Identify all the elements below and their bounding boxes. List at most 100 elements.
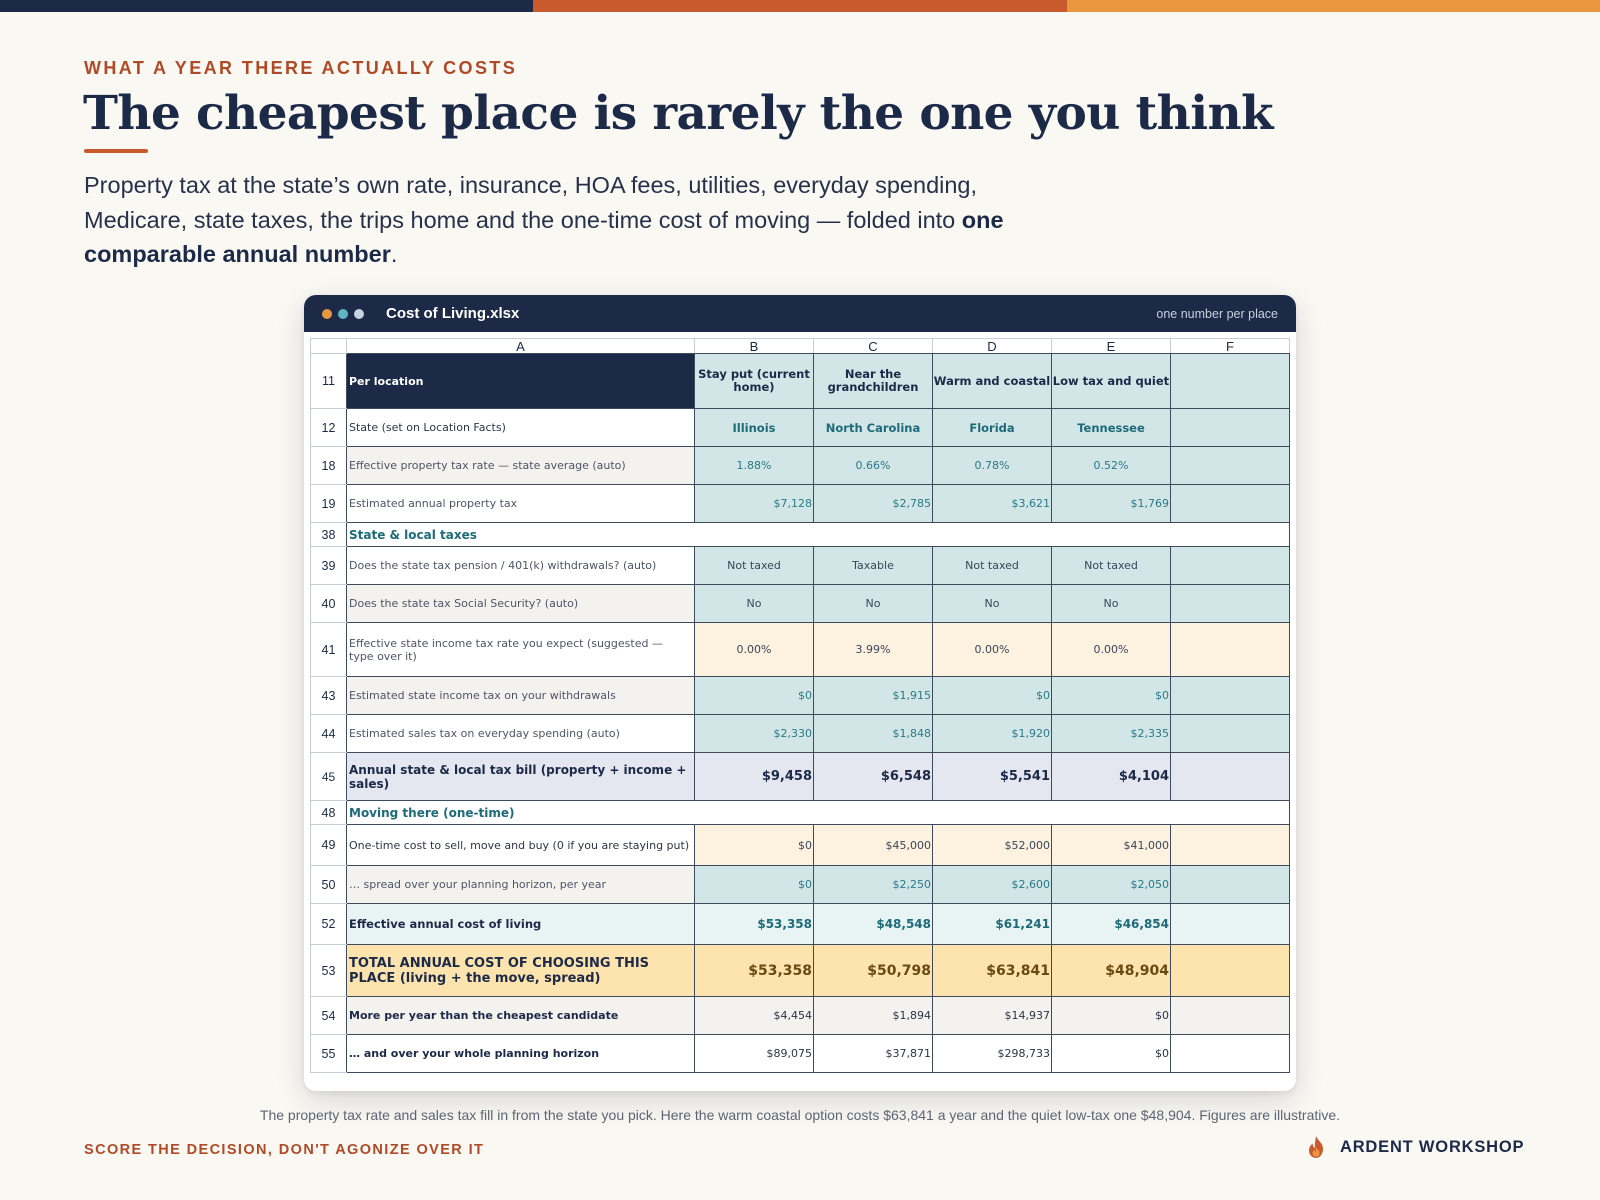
cell-c[interactable]: North Carolina [813,408,933,447]
cell-d[interactable]: No [932,584,1052,623]
cell-c[interactable]: $6,548 [813,752,933,801]
cell-e[interactable]: 0.00% [1051,622,1171,677]
column-header-e[interactable]: E [1051,338,1171,354]
cell-e[interactable]: Not taxed [1051,546,1171,585]
cell-e[interactable]: $48,904 [1051,944,1171,997]
cell-d[interactable]: Not taxed [932,546,1052,585]
cell-d[interactable]: $3,621 [932,484,1052,523]
row-number[interactable]: 44 [310,714,347,753]
cell-label[interactable]: Annual state & local tax bill (property … [346,752,695,801]
row-number[interactable]: 41 [310,622,347,677]
cell-f[interactable] [1170,903,1290,945]
column-header-c[interactable]: C [813,338,933,354]
column-header-a[interactable]: A [346,338,695,354]
cell-d[interactable]: $14,937 [932,996,1052,1035]
cell-f[interactable] [1170,824,1290,866]
cell-e[interactable]: $2,050 [1051,865,1171,904]
cell-label[interactable]: Estimated annual property tax [346,484,695,523]
cell-c[interactable]: $1,848 [813,714,933,753]
cell-f[interactable] [1170,944,1290,997]
column-header-d[interactable]: D [932,338,1052,354]
row-number[interactable]: 49 [310,824,347,866]
row-number[interactable]: 11 [310,353,347,409]
row-number[interactable]: 45 [310,752,347,801]
cell-f[interactable] [1170,1034,1290,1073]
cell-b[interactable]: No [694,584,814,623]
cell-c[interactable]: $37,871 [813,1034,933,1073]
cell-d[interactable]: $0 [932,676,1052,715]
cell-label[interactable]: Effective annual cost of living [346,903,695,945]
cell-e[interactable]: $2,335 [1051,714,1171,753]
cell-b[interactable]: $4,454 [694,996,814,1035]
grey-dot[interactable] [354,308,364,319]
cell-b[interactable]: $0 [694,824,814,866]
cell-label[interactable]: … spread over your planning horizon, per… [346,865,695,904]
cell-c[interactable]: $1,894 [813,996,933,1035]
cell-b[interactable]: 1.88% [694,446,814,485]
cell-f[interactable] [1170,622,1290,677]
row-number[interactable]: 19 [310,484,347,523]
cell-e[interactable]: Tennessee [1051,408,1171,447]
cell-c[interactable]: $2,785 [813,484,933,523]
column-header-b[interactable]: B [694,338,814,354]
cell-c[interactable]: Near the grandchildren [813,353,933,409]
cell-c[interactable]: $48,548 [813,903,933,945]
cell-label[interactable]: One-time cost to sell, move and buy (0 i… [346,824,695,866]
cell-label[interactable]: … and over your whole planning horizon [346,1034,695,1073]
cell-d[interactable]: $298,733 [932,1034,1052,1073]
row-number[interactable]: 12 [310,408,347,447]
cell-f[interactable] [1170,714,1290,753]
cell-d[interactable]: $52,000 [932,824,1052,866]
cell-e[interactable]: No [1051,584,1171,623]
cell-b[interactable]: $2,330 [694,714,814,753]
orange-dot[interactable] [322,308,332,319]
cell-b[interactable]: $0 [694,676,814,715]
cell-b[interactable]: $7,128 [694,484,814,523]
cell-f[interactable] [1170,865,1290,904]
row-number[interactable]: 18 [310,446,347,485]
cell-e[interactable]: $1,769 [1051,484,1171,523]
cell-label[interactable]: More per year than the cheapest candidat… [346,996,695,1035]
cell-b[interactable]: $9,458 [694,752,814,801]
cell-label[interactable]: TOTAL ANNUAL COST OF CHOOSING THIS PLACE… [346,944,695,997]
row-number[interactable]: 54 [310,996,347,1035]
cell-b[interactable]: $0 [694,865,814,904]
cell-label[interactable]: Estimated state income tax on your withd… [346,676,695,715]
cell-f[interactable] [1170,996,1290,1035]
cell-d[interactable]: 0.78% [932,446,1052,485]
cell-f[interactable] [1170,546,1290,585]
teal-dot[interactable] [338,308,348,319]
cell-label[interactable]: State (set on Location Facts) [346,408,695,447]
cell-f[interactable] [1170,676,1290,715]
cell-b[interactable]: Stay put (current home) [694,353,814,409]
cell-b[interactable]: Not taxed [694,546,814,585]
cell-label[interactable]: Does the state tax Social Security? (aut… [346,584,695,623]
cell-d[interactable]: $5,541 [932,752,1052,801]
row-number[interactable]: 52 [310,903,347,945]
cell-c[interactable]: No [813,584,933,623]
cell-label[interactable]: Estimated sales tax on everyday spending… [346,714,695,753]
cell-c[interactable]: $50,798 [813,944,933,997]
cell-b[interactable]: $89,075 [694,1034,814,1073]
cell-label[interactable]: Per location [346,353,695,409]
row-number[interactable]: 43 [310,676,347,715]
cell-c[interactable]: 3.99% [813,622,933,677]
cell-b[interactable]: Illinois [694,408,814,447]
cell-d[interactable]: $2,600 [932,865,1052,904]
column-header-f[interactable]: F [1170,338,1290,354]
cell-b[interactable]: 0.00% [694,622,814,677]
row-number[interactable]: 55 [310,1034,347,1073]
cell-e[interactable]: $0 [1051,996,1171,1035]
cell-e[interactable]: Low tax and quiet [1051,353,1171,409]
cell-f[interactable] [1170,484,1290,523]
cell-f[interactable] [1170,752,1290,801]
cell-b[interactable]: $53,358 [694,944,814,997]
cell-e[interactable]: $41,000 [1051,824,1171,866]
cell-d[interactable]: Florida [932,408,1052,447]
row-number[interactable]: 53 [310,944,347,997]
cell-label[interactable]: Effective property tax rate — state aver… [346,446,695,485]
cell-c[interactable]: $1,915 [813,676,933,715]
row-number[interactable]: 48 [310,800,347,825]
cell-f[interactable] [1170,446,1290,485]
cell-e[interactable]: $46,854 [1051,903,1171,945]
